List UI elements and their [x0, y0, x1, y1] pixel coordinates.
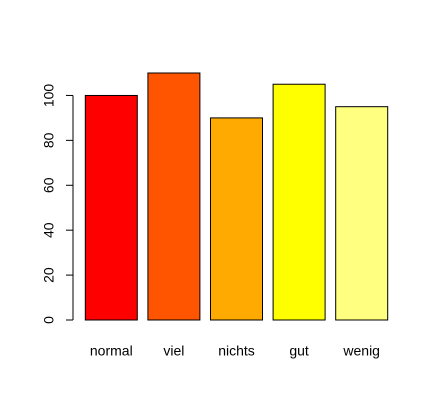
bar	[272, 83, 326, 321]
bar	[335, 106, 389, 321]
bar	[147, 72, 201, 321]
x-tick-label: normal	[90, 343, 133, 359]
x-tick-label: viel	[163, 343, 184, 359]
y-tick-label: 60	[41, 177, 57, 193]
x-tick-label: gut	[289, 343, 309, 359]
y-tick-label: 80	[41, 132, 57, 148]
y-tick-label: 0	[41, 316, 57, 324]
bar	[210, 117, 263, 321]
y-tick-label: 40	[41, 222, 57, 238]
x-tick-label: wenig	[342, 343, 380, 359]
y-tick-label: 20	[41, 267, 57, 283]
y-tick-label: 100	[41, 84, 57, 108]
bar	[84, 94, 138, 321]
x-tick-label: nichts	[218, 343, 255, 359]
